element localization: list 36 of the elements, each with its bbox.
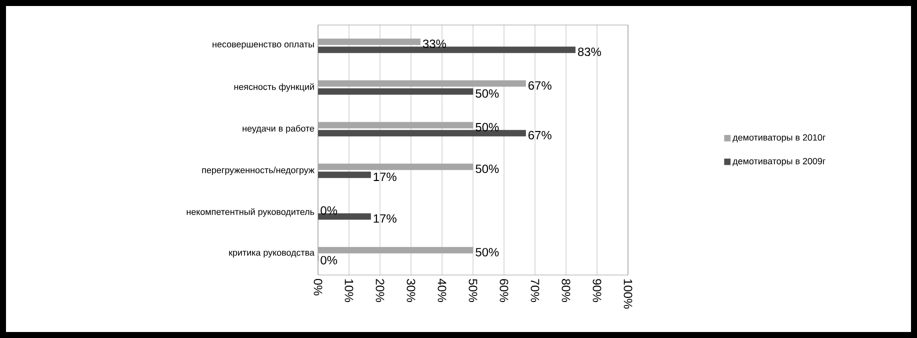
data-label: 17% — [374, 214, 396, 223]
y-tick-label: некомпетентный руководитель — [186, 208, 314, 217]
data-label: 17% — [374, 172, 396, 182]
y-tick-label: неудачи в работе — [242, 124, 314, 134]
data-label: 50% — [476, 122, 499, 132]
bar — [318, 172, 371, 178]
x-tick-label: 70% — [530, 279, 540, 302]
bar — [318, 213, 371, 220]
y-tick-label: критика руководства — [229, 250, 314, 258]
legend-label: демотиваторы в 2009г — [732, 158, 826, 166]
data-label: 0% — [320, 206, 338, 215]
data-label: 0% — [320, 256, 338, 264]
x-tick-label: 100% — [624, 279, 632, 309]
x-tick-label: 50% — [468, 279, 478, 302]
data-label: 33% — [422, 40, 446, 48]
data-label: 83% — [578, 48, 602, 56]
legend-label: демотиваторы в 2010г — [732, 134, 826, 142]
bar — [318, 46, 576, 54]
bar — [318, 88, 474, 95]
data-label: 67% — [528, 130, 552, 140]
y-tick-label: неясность функций — [234, 83, 314, 92]
data-label: 50% — [476, 248, 499, 256]
x-tick-label: 0% — [314, 278, 322, 296]
x-tick-label: 20% — [376, 279, 384, 302]
x-tick-label: 80% — [562, 279, 570, 302]
x-tick-label: 40% — [438, 278, 446, 302]
y-tick-label: перегруженность/недогруж — [202, 166, 314, 176]
data-label: 67% — [528, 81, 552, 90]
x-tick-label: 10% — [344, 279, 354, 302]
bar — [318, 130, 526, 136]
y-tick-label: несовершенство оплаты — [212, 42, 314, 50]
data-label: 50% — [476, 164, 499, 174]
data-label: 50% — [476, 89, 499, 98]
x-tick-label: 60% — [500, 279, 508, 302]
x-tick-label: 90% — [592, 279, 602, 302]
x-tick-label: 30% — [406, 278, 416, 302]
